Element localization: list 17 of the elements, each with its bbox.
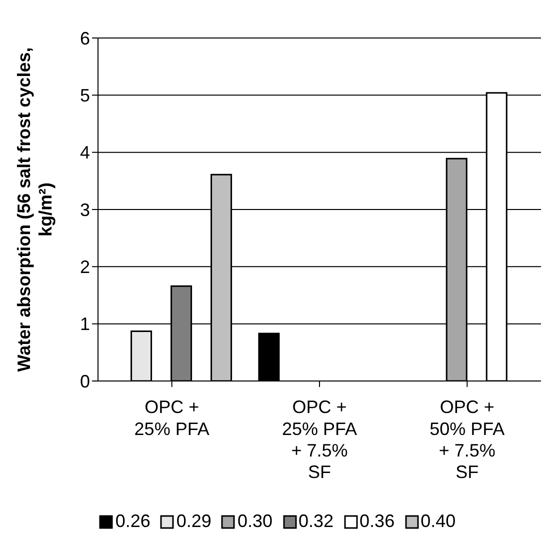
x-tick-label: OPC + 25% PFA xyxy=(134,397,210,439)
y-tick-label: 3 xyxy=(80,200,90,220)
legend-label: 0.29 xyxy=(176,511,212,532)
x-tick-label: OPC + 25% PFA + 7.5% SF xyxy=(282,397,358,482)
legend-label: 0.30 xyxy=(237,511,272,532)
x-tick-label: OPC + 50% PFA + 7.5% SF xyxy=(430,397,505,482)
y-tick-label: 5 xyxy=(80,86,90,106)
y-axis-title: Water absorption (56 salt frost cycles, kg/m²) xyxy=(14,47,56,372)
legend-label: 0.26 xyxy=(115,511,150,532)
legend-label: 0.36 xyxy=(360,511,395,532)
legend-label: 0.32 xyxy=(298,511,334,532)
y-tick-label: 6 xyxy=(80,28,90,48)
y-tick-label: 4 xyxy=(80,142,90,163)
y-tick-label: 2 xyxy=(80,257,90,278)
y-tick-label: 0 xyxy=(80,371,90,392)
legend-label: 0.40 xyxy=(420,511,456,532)
y-tick-label: 1 xyxy=(80,314,90,334)
